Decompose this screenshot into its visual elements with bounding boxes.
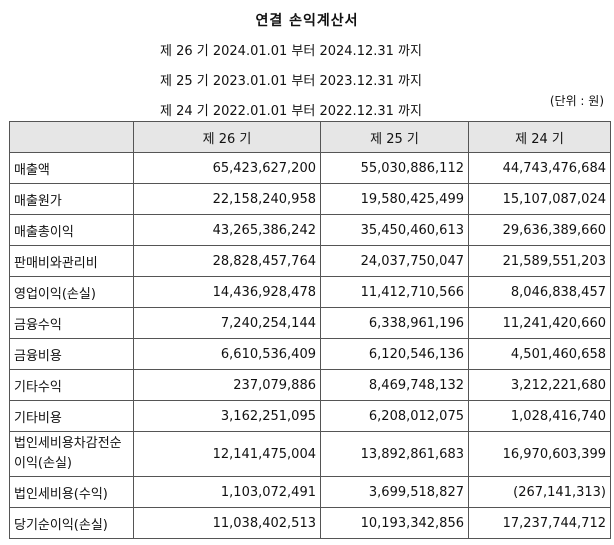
table-row: 기타비용 3,162,251,095 6,208,012,075 1,028,4… <box>9 400 611 432</box>
table-header-row: 제 26 기 제 25 기 제 24 기 <box>9 121 611 153</box>
period-line-26: 제 26 기 2024.01.01 부터 2024.12.31 까지 <box>160 44 422 59</box>
value-25: 3,699,518,827 <box>320 476 469 508</box>
value-24: 4,501,460,658 <box>468 338 611 370</box>
value-25: 55,030,886,112 <box>320 152 469 184</box>
value-25: 10,193,342,856 <box>320 507 469 539</box>
value-24: 11,241,420,660 <box>468 307 611 339</box>
value-24: 3,212,221,680 <box>468 369 611 401</box>
value-24: 17,237,744,712 <box>468 507 611 539</box>
period-line-24: 제 24 기 2022.01.01 부터 2022.12.31 까지 <box>160 104 422 119</box>
value-26: 7,240,254,144 <box>133 307 321 339</box>
value-26: 6,610,536,409 <box>133 338 321 370</box>
value-24: 15,107,087,024 <box>468 183 611 215</box>
value-26: 43,265,386,242 <box>133 214 321 246</box>
header-period-24: 제 24 기 <box>468 121 611 153</box>
value-25: 6,338,961,196 <box>320 307 469 339</box>
table-row: 영업이익(손실) 14,436,928,478 11,412,710,566 8… <box>9 276 611 308</box>
table-row: 법인세비용(수익) 1,103,072,491 3,699,518,827 (2… <box>9 476 611 508</box>
value-24: 29,636,389,660 <box>468 214 611 246</box>
value-25: 35,450,460,613 <box>320 214 469 246</box>
table-row: 금융수익 7,240,254,144 6,338,961,196 11,241,… <box>9 307 611 339</box>
value-25: 24,037,750,047 <box>320 245 469 277</box>
table-row: 매출액 65,423,627,200 55,030,886,112 44,743… <box>9 152 611 184</box>
value-26: 237,079,886 <box>133 369 321 401</box>
row-label: 법인세비용(수익) <box>9 476 134 508</box>
value-25: 11,412,710,566 <box>320 276 469 308</box>
row-label: 매출원가 <box>9 183 134 215</box>
value-26: 11,038,402,513 <box>133 507 321 539</box>
table-row: 판매비와관리비 28,828,457,764 24,037,750,047 21… <box>9 245 611 277</box>
row-label: 매출액 <box>9 152 134 184</box>
value-26: 22,158,240,958 <box>133 183 321 215</box>
unit-label: (단위 : 원) <box>549 94 604 108</box>
row-label: 매출총이익 <box>9 214 134 246</box>
value-25: 6,208,012,075 <box>320 400 469 432</box>
row-label: 기타수익 <box>9 369 134 401</box>
row-label: 판매비와관리비 <box>9 245 134 277</box>
header-period-26: 제 26 기 <box>133 121 321 153</box>
value-26: 1,103,072,491 <box>133 476 321 508</box>
row-label: 금융비용 <box>9 338 134 370</box>
value-24: 16,970,603,399 <box>468 431 611 477</box>
header-period-25: 제 25 기 <box>320 121 469 153</box>
table-row: 매출원가 22,158,240,958 19,580,425,499 15,10… <box>9 183 611 215</box>
row-label: 금융수익 <box>9 307 134 339</box>
row-label: 영업이익(손실) <box>9 276 134 308</box>
statement-title: 연결 손익계산서 <box>255 13 359 29</box>
table-row: 금융비용 6,610,536,409 6,120,546,136 4,501,4… <box>9 338 611 370</box>
header-item <box>9 121 134 153</box>
row-label: 법인세비용차감전순이익(손실) <box>9 431 134 477</box>
value-24: 1,028,416,740 <box>468 400 611 432</box>
value-24: (267,141,313) <box>468 476 611 508</box>
value-24: 21,589,551,203 <box>468 245 611 277</box>
value-25: 19,580,425,499 <box>320 183 469 215</box>
table-row: 법인세비용차감전순이익(손실) 12,141,475,004 13,892,86… <box>9 431 611 477</box>
value-26: 3,162,251,095 <box>133 400 321 432</box>
value-25: 13,892,861,683 <box>320 431 469 477</box>
value-26: 12,141,475,004 <box>133 431 321 477</box>
period-line-25: 제 25 기 2023.01.01 부터 2023.12.31 까지 <box>160 74 422 89</box>
table-row: 매출총이익 43,265,386,242 35,450,460,613 29,6… <box>9 214 611 246</box>
table-row: 기타수익 237,079,886 8,469,748,132 3,212,221… <box>9 369 611 401</box>
value-25: 6,120,546,136 <box>320 338 469 370</box>
value-24: 44,743,476,684 <box>468 152 611 184</box>
row-label: 기타비용 <box>9 400 134 432</box>
row-label: 당기순이익(손실) <box>9 507 134 539</box>
value-26: 14,436,928,478 <box>133 276 321 308</box>
income-statement-table: 제 26 기 제 25 기 제 24 기 매출액 65,423,627,200 … <box>9 121 611 539</box>
value-24: 8,046,838,457 <box>468 276 611 308</box>
value-26: 28,828,457,764 <box>133 245 321 277</box>
table-row: 당기순이익(손실) 11,038,402,513 10,193,342,856 … <box>9 507 611 539</box>
value-25: 8,469,748,132 <box>320 369 469 401</box>
value-26: 65,423,627,200 <box>133 152 321 184</box>
